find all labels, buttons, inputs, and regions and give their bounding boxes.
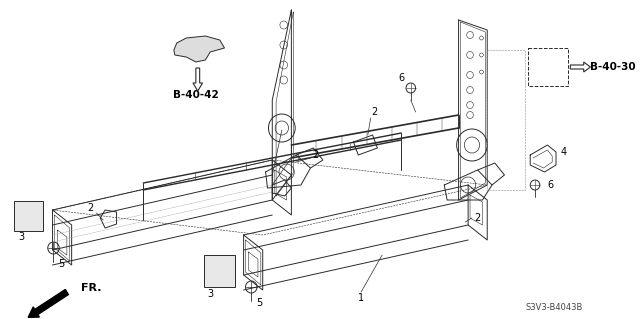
Text: 2: 2 xyxy=(474,213,481,223)
Text: 2: 2 xyxy=(371,107,378,117)
Text: 5: 5 xyxy=(256,298,262,308)
Text: 1: 1 xyxy=(358,293,364,303)
Text: 2: 2 xyxy=(88,203,94,213)
Text: FR.: FR. xyxy=(81,283,102,293)
FancyBboxPatch shape xyxy=(204,255,235,287)
Text: B-40-30: B-40-30 xyxy=(591,62,636,72)
Text: 3: 3 xyxy=(207,289,213,299)
FancyBboxPatch shape xyxy=(528,48,568,86)
Polygon shape xyxy=(174,36,225,62)
Text: 3: 3 xyxy=(18,232,24,242)
FancyBboxPatch shape xyxy=(14,201,43,231)
Text: B-40-42: B-40-42 xyxy=(173,90,219,100)
FancyArrow shape xyxy=(193,68,202,91)
FancyArrow shape xyxy=(28,289,68,317)
Text: S3V3-B4043B: S3V3-B4043B xyxy=(525,303,583,313)
Text: 2: 2 xyxy=(312,150,318,160)
Text: 6: 6 xyxy=(398,73,404,83)
Text: 5: 5 xyxy=(58,259,64,269)
FancyArrow shape xyxy=(570,62,591,72)
Text: 6: 6 xyxy=(547,180,554,190)
Text: 4: 4 xyxy=(561,147,566,157)
